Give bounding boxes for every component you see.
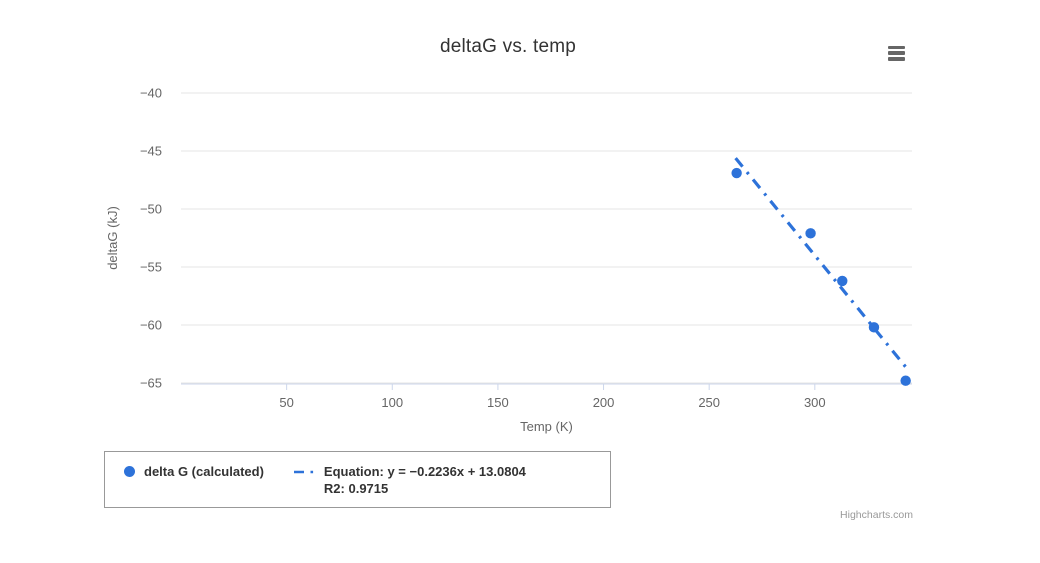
data-point[interactable] (837, 275, 848, 287)
x-axis-tick-label: 150 (487, 395, 509, 410)
y-axis-title: deltaG (kJ) (105, 206, 120, 270)
y-axis-tick-label: −45 (140, 144, 162, 159)
x-axis-tick-label: 200 (593, 395, 615, 410)
legend-equation-text: Equation: y = −0.2236x + 13.0804 (323, 464, 526, 479)
credits-link[interactable]: Highcharts.com (840, 509, 913, 521)
y-axis-tick-label: −65 (140, 376, 162, 391)
hamburger-bar (888, 57, 905, 61)
x-axis-tick-label: 300 (804, 395, 826, 410)
legend: delta G (calculated) Equation: y = −0.22… (104, 451, 611, 508)
export-menu-button[interactable] (882, 40, 912, 66)
legend-scatter-label: delta G (calculated) (144, 464, 264, 479)
x-axis-title: Temp (K) (520, 419, 573, 434)
trend-line[interactable] (734, 157, 908, 370)
hamburger-bar (888, 51, 905, 55)
data-point[interactable] (805, 228, 816, 239)
hamburger-bar (888, 45, 905, 49)
y-axis-tick-label: −40 (140, 86, 162, 101)
scatter-marker-icon (124, 466, 135, 477)
legend-item-scatter-series[interactable]: delta G (calculated) (119, 463, 264, 480)
legend-trendline-label: Equation: y = −0.2236x + 13.0804 R2: 0.9… (324, 463, 526, 497)
data-point[interactable] (900, 375, 911, 386)
x-axis-tick-label: 50 (279, 395, 293, 410)
dash-dot-line-icon (293, 470, 319, 474)
y-axis-tick-label: −55 (140, 260, 162, 275)
legend-r2-text: R2: 0.9715 (323, 481, 389, 496)
legend-item-trendline-series[interactable]: Equation: y = −0.2236x + 13.0804 R2: 0.9… (293, 463, 526, 497)
chart-title: deltaG vs. temp (439, 36, 577, 57)
x-axis-tick-label: 100 (381, 395, 403, 410)
hamburger-icon (888, 45, 906, 61)
y-axis-tick-label: −50 (140, 202, 162, 217)
data-point[interactable] (731, 167, 742, 179)
x-axis-tick-label: 250 (698, 395, 720, 410)
y-axis-tick-label: −60 (140, 318, 162, 333)
